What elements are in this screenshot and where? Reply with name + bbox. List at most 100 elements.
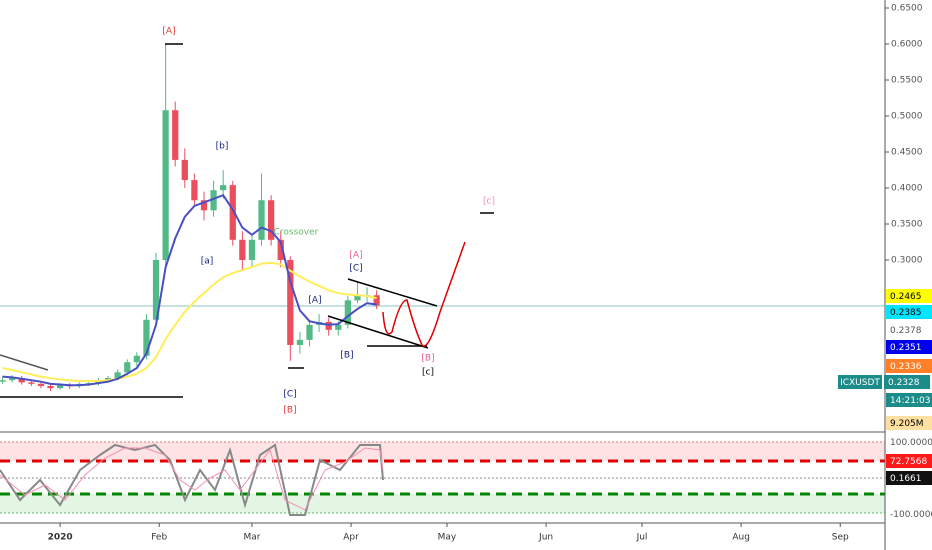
- candle-body: [325, 321, 332, 330]
- x-tick-label: Apr: [343, 533, 359, 543]
- candle-body: [248, 239, 256, 260]
- trend-line: [347, 278, 438, 307]
- wave-label: [a]: [201, 257, 214, 267]
- candle-body: [104, 378, 112, 381]
- y-tick-label: 0.4000: [891, 183, 923, 193]
- moving-average: [2, 193, 377, 387]
- y-tick-label: 0.3000: [891, 255, 923, 265]
- price-tag-label: 0.1661: [890, 474, 922, 484]
- candle-body: [47, 385, 54, 389]
- x-tick-label: Mar: [243, 533, 260, 543]
- price-tag: [886, 340, 932, 354]
- candle-body: [181, 159, 188, 181]
- wave-label: [A]: [162, 27, 175, 37]
- candle-body: [56, 385, 64, 389]
- wave-label: [B]: [340, 351, 353, 361]
- wave-label: [b]: [216, 142, 229, 152]
- trend-line: [0, 354, 49, 371]
- x-tick-label: Feb: [151, 533, 167, 543]
- wave-label: [B]: [283, 406, 296, 416]
- price-tag: [886, 471, 932, 485]
- y-tick-label: 0.6500: [891, 3, 923, 13]
- price-tag-label: 0.2385: [890, 308, 922, 318]
- candle-body: [306, 324, 313, 340]
- price-tag: [886, 289, 932, 303]
- symbol-label: ICXUSDT: [840, 378, 880, 388]
- price-tag: [886, 454, 932, 468]
- price-tag: [884, 375, 930, 389]
- drawings: [0, 43, 494, 398]
- x-tick-label: May: [438, 533, 457, 543]
- price-tag-label: 0.2378: [890, 326, 922, 336]
- price-tag: [886, 305, 932, 319]
- y-tick-label: 0.4500: [891, 147, 923, 157]
- trend-line: [327, 315, 429, 349]
- candle-body: [200, 200, 208, 211]
- x-tick-label: Aug: [732, 533, 750, 543]
- y-tick-label: 0.3500: [891, 219, 923, 229]
- candle-body: [373, 295, 380, 306]
- x-tick-label: 2020: [48, 533, 73, 543]
- moving-average: [2, 261, 377, 382]
- price-tag: [886, 323, 932, 337]
- price-tag: [886, 393, 932, 407]
- candle-body: [37, 383, 45, 386]
- candle-body: [258, 200, 265, 240]
- candle-body: [133, 355, 140, 363]
- candle-body: [0, 380, 6, 382]
- candle-body: [28, 382, 35, 384]
- y-tick-label: 0.6000: [891, 39, 923, 49]
- price-tag-label: 100.0000: [890, 438, 932, 448]
- price-tag: [886, 416, 932, 430]
- x-tick-label: Jun: [538, 533, 553, 543]
- price-tag-label: 72.7568: [890, 457, 927, 467]
- wave-label: [B]: [421, 354, 434, 364]
- candle-body: [152, 259, 160, 320]
- wave-label: [C]: [349, 264, 362, 274]
- symbol-tag: [838, 375, 882, 389]
- x-tick-label: Sep: [832, 533, 849, 543]
- candle-body: [229, 185, 236, 240]
- price-tag-label: 0.2351: [890, 343, 922, 353]
- candle-body: [287, 259, 294, 345]
- projection-path: [382, 241, 466, 347]
- candle-body: [335, 324, 342, 330]
- price-tag-label: 0.2336: [890, 362, 922, 372]
- overbought-band: [0, 442, 885, 461]
- price-tag: [886, 359, 932, 373]
- candle-body: [239, 239, 246, 260]
- wave-label: [c]: [483, 197, 495, 207]
- price-tag-label: -100.0000: [890, 510, 932, 520]
- candle-body: [220, 185, 227, 191]
- candle-body: [124, 362, 131, 373]
- candle-body: [268, 200, 275, 240]
- candle-body: [296, 339, 304, 345]
- candle-body: [162, 110, 169, 260]
- candle-body: [354, 295, 361, 301]
- y-tick-label: 0.5000: [891, 111, 923, 121]
- price-tag-label: 9.205M: [890, 419, 924, 429]
- wave-label: [A]: [308, 296, 321, 306]
- candle-body: [9, 378, 16, 381]
- candle-body: [344, 300, 351, 325]
- wave-label: [c]: [422, 368, 434, 378]
- y-tick-label: 0.5500: [891, 75, 923, 85]
- price-tag: [886, 507, 932, 521]
- wave-label: Crossover: [274, 228, 319, 238]
- candle-body: [191, 180, 198, 201]
- oscillator-d: [0, 447, 384, 511]
- wave-label: [A]: [349, 251, 362, 261]
- candle-body: [18, 378, 25, 383]
- candle-body: [277, 239, 284, 260]
- wave-label: [C]: [283, 390, 296, 400]
- price-tag-label: 0.2465: [890, 292, 922, 302]
- candle-body: [172, 110, 179, 160]
- candle-body: [143, 319, 150, 356]
- candle-body: [114, 372, 121, 379]
- candle-body: [210, 190, 217, 211]
- price-tag-label: 0.2328: [888, 378, 920, 388]
- price-tag: [886, 435, 932, 449]
- x-tick-label: Jul: [636, 533, 648, 543]
